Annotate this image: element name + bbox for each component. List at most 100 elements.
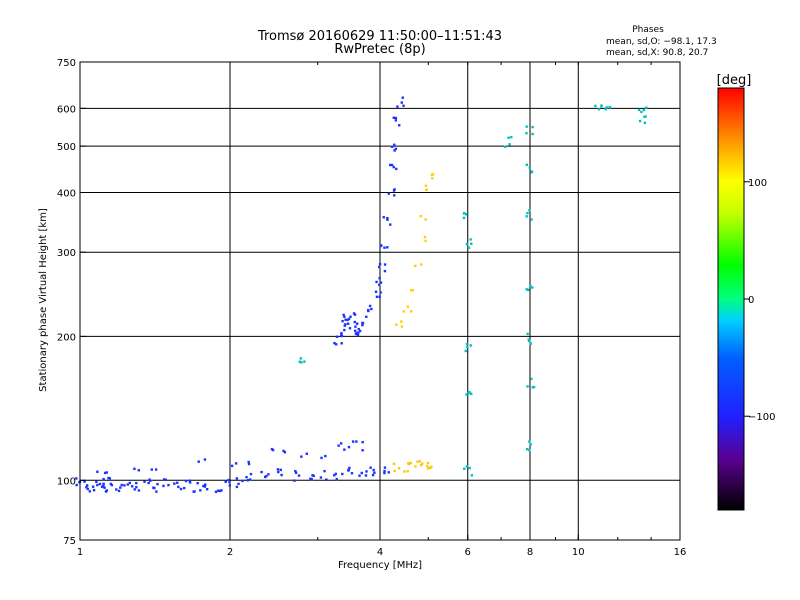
data-point <box>353 313 357 316</box>
data-point <box>470 392 473 396</box>
data-point <box>397 466 401 470</box>
data-point <box>237 482 240 486</box>
data-point <box>103 486 106 489</box>
data-point <box>402 310 405 313</box>
data-point <box>303 360 306 363</box>
data-point <box>379 291 382 294</box>
data-point <box>164 478 167 481</box>
data-point <box>597 108 601 111</box>
y-tick-label: 400 <box>57 188 76 199</box>
data-point <box>365 315 368 319</box>
data-point <box>117 489 121 493</box>
data-point <box>352 312 356 315</box>
data-point <box>526 211 529 215</box>
data-point <box>299 357 303 360</box>
data-point <box>462 212 466 215</box>
data-point <box>184 479 188 483</box>
data-point <box>355 332 358 336</box>
data-point <box>400 101 403 104</box>
data-point <box>95 480 98 483</box>
data-point <box>297 474 301 477</box>
data-point <box>465 393 468 396</box>
data-point <box>126 483 129 486</box>
data-point <box>277 470 280 474</box>
data-point <box>341 472 344 476</box>
data-point <box>85 484 89 487</box>
data-point <box>361 323 364 327</box>
data-point <box>528 448 531 452</box>
data-point <box>383 263 387 266</box>
data-point <box>383 466 387 469</box>
data-point <box>92 488 96 492</box>
data-point <box>531 125 534 129</box>
data-point <box>100 485 104 488</box>
data-point <box>642 108 646 112</box>
data-point <box>526 385 529 388</box>
data-point <box>414 264 417 268</box>
data-point <box>276 468 280 471</box>
data-point <box>234 462 238 465</box>
data-point <box>137 489 141 492</box>
data-point <box>135 481 138 485</box>
data-point <box>294 469 297 473</box>
data-point <box>300 455 303 458</box>
data-point <box>525 448 529 451</box>
data-point <box>205 487 209 491</box>
data-point <box>525 132 528 135</box>
data-point <box>525 125 528 128</box>
data-point <box>102 477 105 481</box>
data-point <box>350 472 354 475</box>
data-point <box>88 490 91 493</box>
data-point <box>361 321 365 325</box>
y-axis-label: Stationary phase Virtual Height [km] <box>38 208 49 392</box>
data-point <box>367 308 370 312</box>
x-tick-label: 10 <box>572 547 585 558</box>
data-point <box>390 163 394 167</box>
data-point <box>300 361 303 364</box>
data-point <box>293 479 296 482</box>
data-point <box>235 485 239 489</box>
data-point <box>638 119 642 123</box>
data-point <box>529 342 532 345</box>
data-point <box>604 107 607 111</box>
data-point <box>247 462 251 466</box>
colorbar-tick-label: 0 <box>748 295 754 306</box>
data-point <box>375 295 379 299</box>
x-axis-label: Frequency [MHz] <box>338 560 422 571</box>
colorbar-ticks: 100 0 −100 <box>744 178 775 423</box>
data-point <box>167 483 170 487</box>
data-point <box>149 479 152 482</box>
data-point <box>162 484 165 488</box>
data-point <box>365 470 368 473</box>
data-point <box>383 469 386 473</box>
data-point <box>347 317 351 321</box>
data-point <box>378 295 381 299</box>
data-point <box>364 474 368 477</box>
data-point <box>386 216 389 220</box>
data-point <box>380 244 383 247</box>
data-point <box>355 322 359 325</box>
data-point <box>143 480 146 483</box>
data-point <box>424 184 428 187</box>
data-point <box>416 460 419 463</box>
data-point <box>128 481 132 485</box>
data-point <box>179 487 183 491</box>
data-point <box>368 304 372 308</box>
data-point <box>227 478 230 482</box>
data-point <box>342 313 345 317</box>
data-point <box>406 305 410 308</box>
data-point <box>357 327 360 331</box>
data-point <box>183 486 186 490</box>
data-point <box>605 106 608 109</box>
data-point <box>465 213 468 216</box>
data-point <box>463 467 466 470</box>
data-point <box>228 484 232 487</box>
phases-title: Phases <box>632 25 664 35</box>
data-point <box>247 460 250 464</box>
data-point <box>470 242 473 245</box>
data-point <box>525 163 529 166</box>
data-point <box>429 466 432 469</box>
data-point <box>407 462 411 466</box>
data-point <box>470 474 474 477</box>
data-point <box>526 332 529 336</box>
